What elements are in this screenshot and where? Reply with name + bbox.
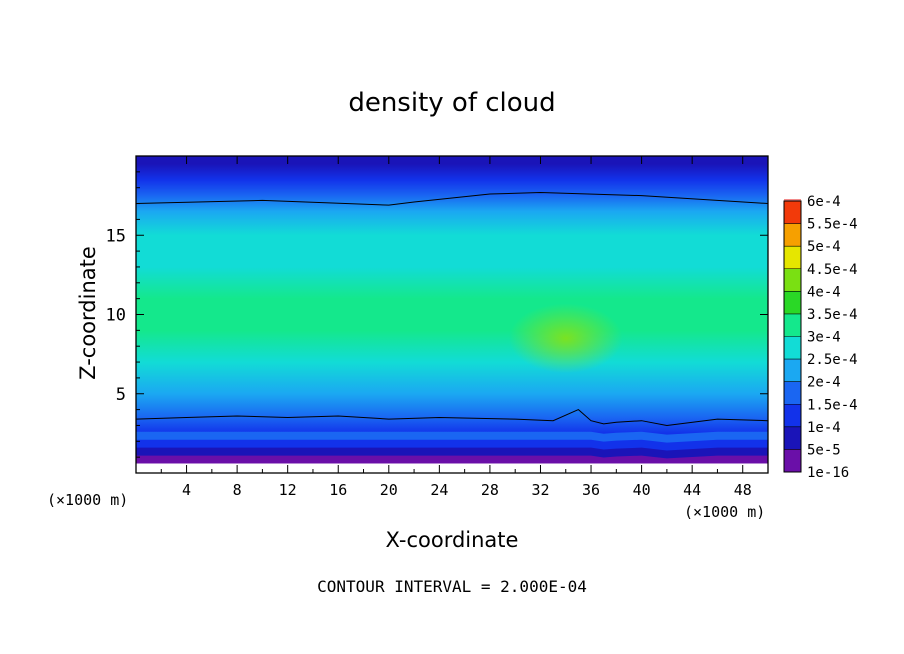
y-tick-label: 15 [106,226,126,246]
y-tick-label: 5 [116,385,126,405]
colorbar-swatch [784,313,801,337]
colorbar-label: 6e-4 [807,194,841,210]
y-axis-ticks: 5 10 15 [106,171,768,458]
colorbar-swatch [784,336,801,360]
contour-line-lower [136,409,768,426]
colorbar-label: 4e-4 [807,284,841,300]
ground-layer [136,431,768,473]
x-tick-label: 4 [182,481,191,499]
colorbar-label: 5e-4 [807,239,841,255]
colorbar-label: 3.5e-4 [807,307,858,323]
x-tick-label: 12 [279,481,297,499]
density-local-maximum [508,303,623,374]
colorbar-swatch [784,246,801,269]
no-data-ground [136,463,768,473]
colorbar-swatch [784,201,801,224]
x-tick-label: 28 [481,481,499,499]
density-field [136,156,768,473]
colorbar-swatch [784,199,801,201]
colorbar-label: 2.5e-4 [807,352,858,368]
colorbar-label: 1.5e-4 [807,397,858,413]
x-tick-label: 48 [734,481,752,499]
colorbar-label: 2e-4 [807,375,841,391]
x-tick-label: 8 [233,481,242,499]
x-unit-label-left: (×1000 m) [47,491,128,509]
x-tick-label: 24 [430,481,448,499]
colorbar-swatch [784,404,801,427]
colorbar-swatch [784,426,801,450]
x-axis-ticks: 4 8 12 16 20 24 28 32 36 40 44 48 [160,156,752,499]
x-tick-label: 32 [531,481,549,499]
colorbar-swatch [784,449,801,472]
y-axis-label: Z-coordinate [76,246,100,380]
colorbar: 1e-16 5e-5 1e-4 1.5e-4 2e-4 2.5e-4 3e-4 3.5e-4 4… [783,194,858,481]
colorbar-label: 3e-4 [807,330,841,346]
colorbar-label: 5.5e-4 [807,217,858,233]
colorbar-swatch [784,291,801,314]
colorbar-label: 4.5e-4 [807,262,858,278]
x-tick-label: 36 [582,481,600,499]
colorbar-label: 1e-4 [807,420,841,436]
x-unit-label-right: (×1000 m) [684,503,765,521]
colorbar-swatch [784,381,801,405]
colorbar-swatch [784,223,801,247]
colorbar-label: 5e-5 [807,442,841,458]
x-tick-label: 40 [633,481,651,499]
x-axis-label: X-coordinate [386,528,519,552]
x-tick-label: 20 [380,481,398,499]
colorbar-swatch [784,359,801,382]
colorbar-swatch [784,268,801,292]
contour-line-upper [136,191,768,206]
x-tick-label: 44 [683,481,701,499]
y-tick-label: 10 [106,306,126,326]
contour-interval-footer: CONTOUR INTERVAL = 2.000E-04 [317,577,587,596]
colorbar-label: 1e-16 [807,465,849,481]
x-tick-label: 16 [329,481,347,499]
plot-area [136,156,768,473]
chart-title: density of cloud [348,88,555,118]
